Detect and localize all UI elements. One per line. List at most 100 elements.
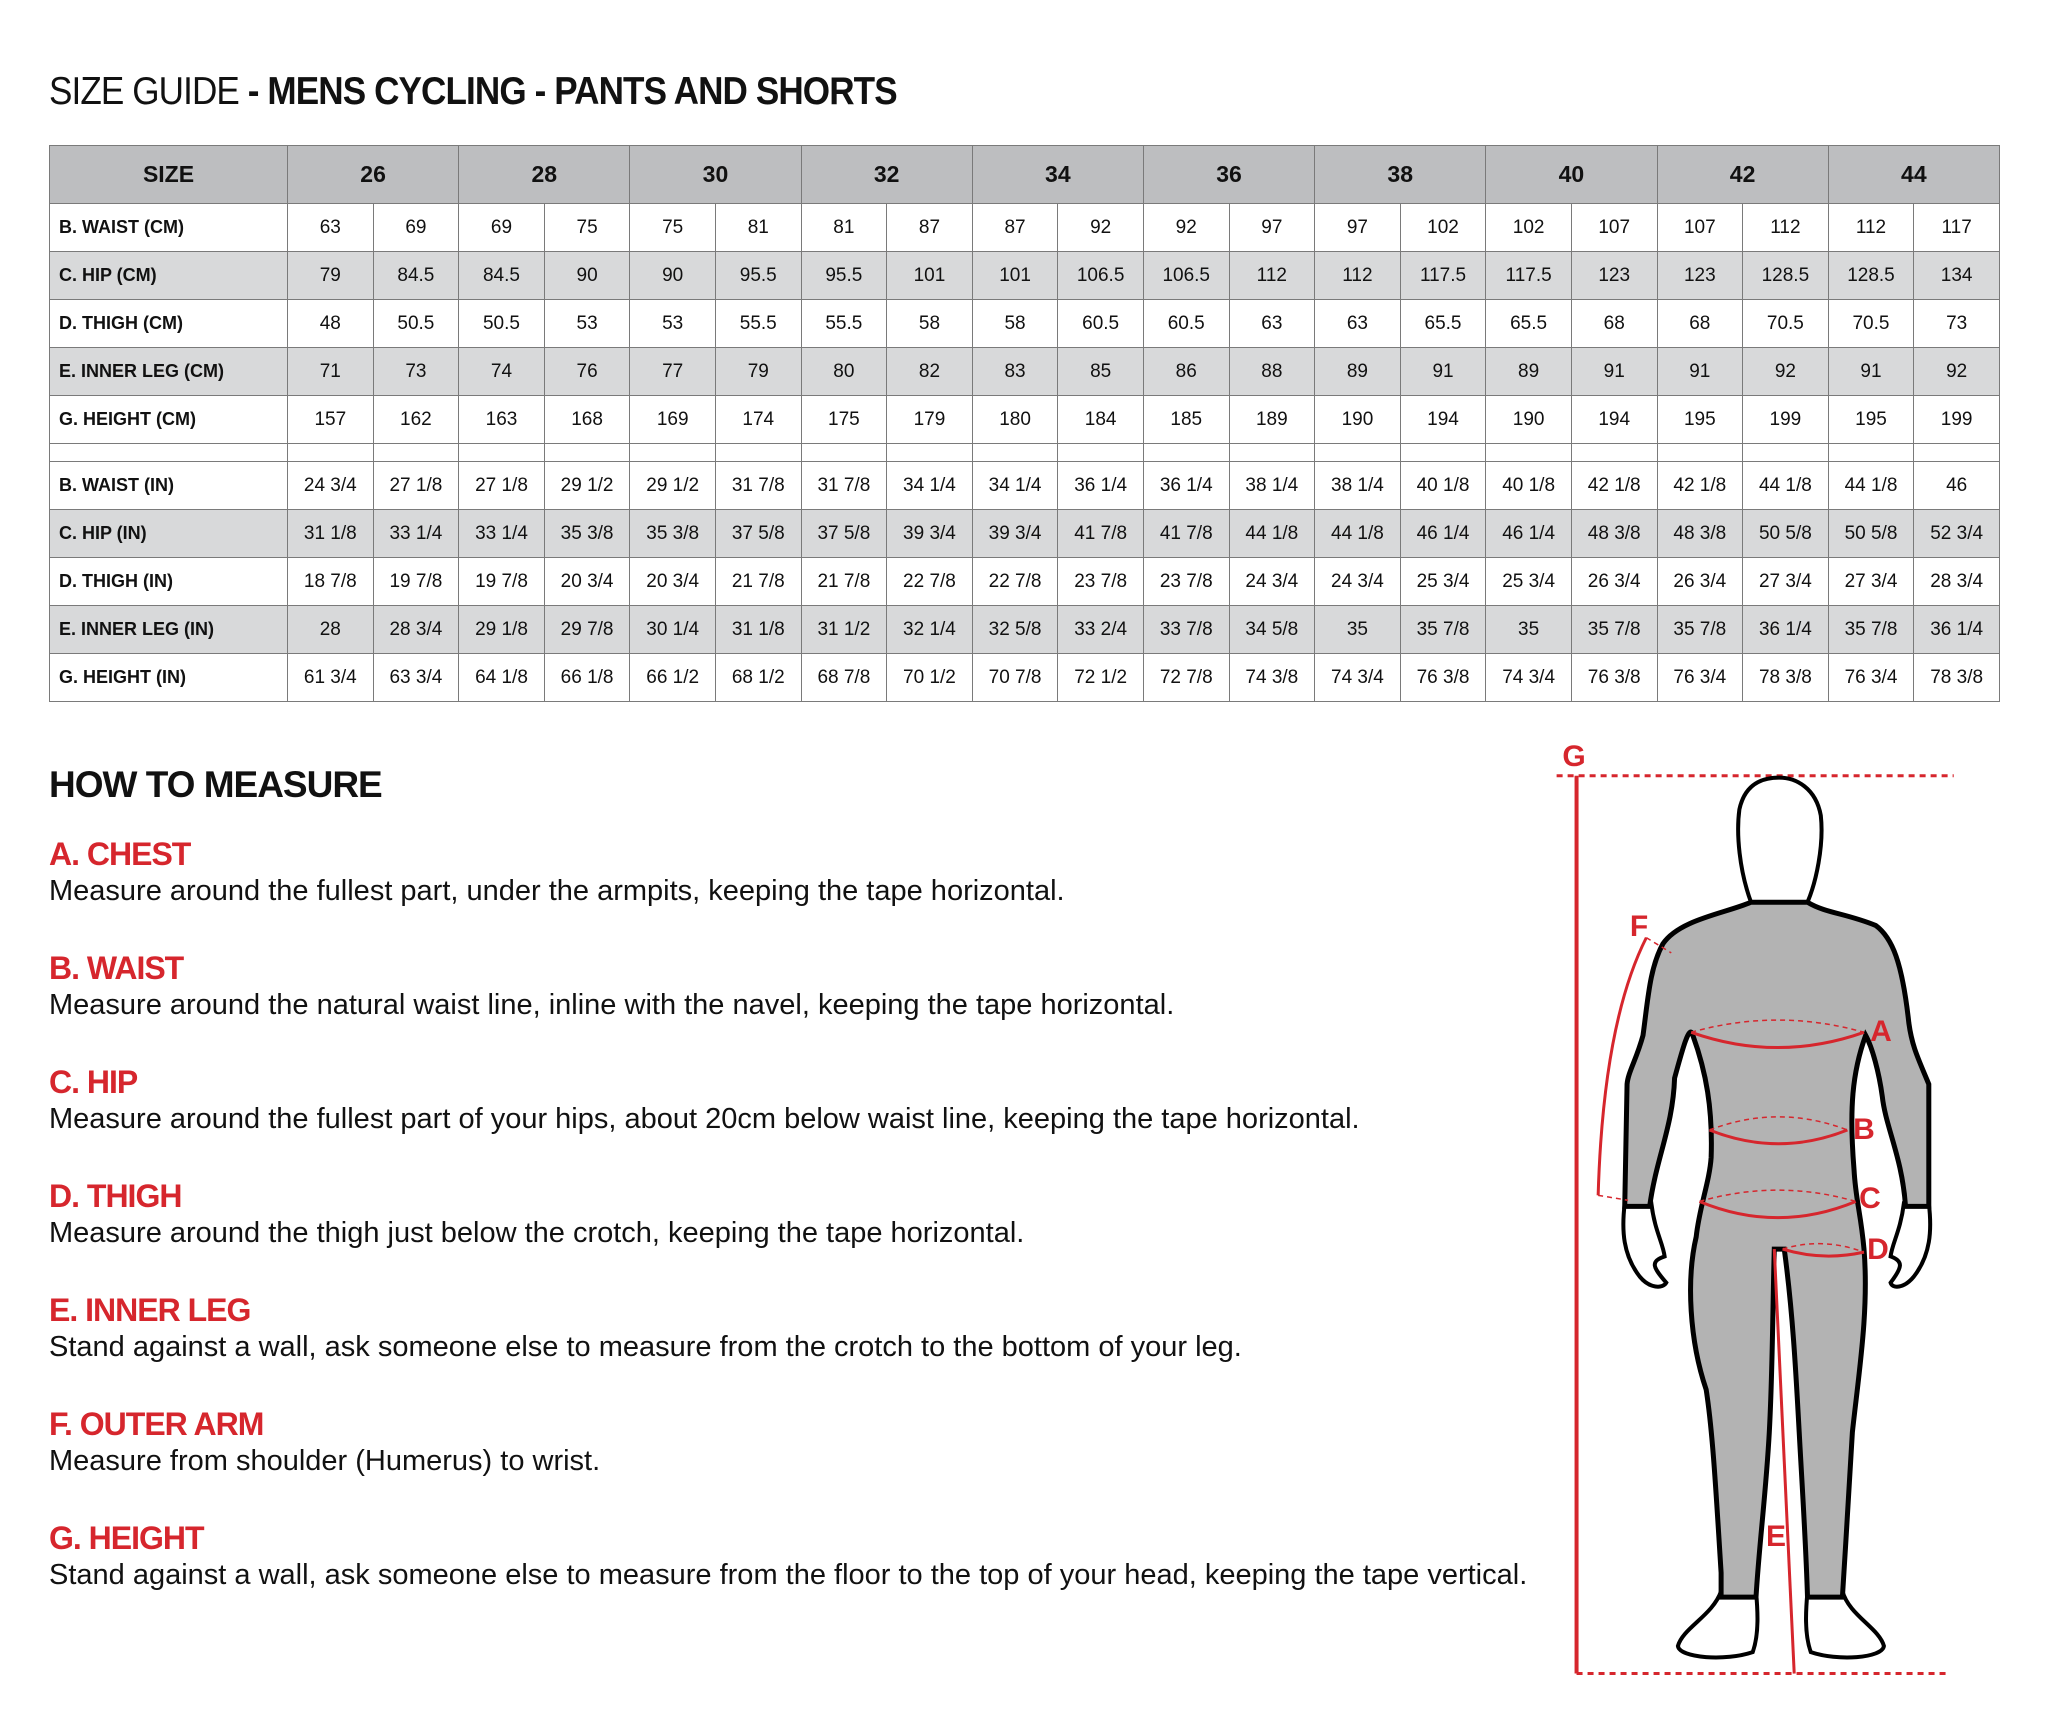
table-cell: 85 (1057, 347, 1144, 396)
table-cell: 35 3/8 (629, 509, 716, 558)
row-label: G. HEIGHT (IN) (49, 653, 288, 702)
table-cell: 70.5 (1827, 299, 1915, 348)
size-header-42: 42 (1656, 145, 1829, 204)
table-cell: 20 3/4 (629, 557, 716, 606)
table-cell: 77 (629, 347, 716, 396)
table-row: E. INNER LEG (CM) 71 73 74 76 77 79 80 82 83 85 86 8… (49, 347, 2000, 396)
table-cell: 101 (971, 251, 1059, 300)
spacer-cell (1913, 443, 2000, 462)
table-cell: 60.5 (1057, 299, 1144, 348)
table-cell: 31 7/8 (714, 461, 802, 510)
label-a: A (1870, 1015, 1892, 1048)
measure-item: B. WAIST Measure around the natural waist… (49, 950, 1529, 1064)
table-cell: 24 3/4 (1314, 557, 1401, 606)
table-cell: 24 3/4 (287, 461, 374, 510)
table-cell: 38 1/4 (1228, 461, 1316, 510)
size-header-28: 28 (458, 145, 631, 204)
table-cell: 194 (1399, 395, 1487, 444)
table-cell: 23 7/8 (1142, 557, 1230, 606)
table-cell: 66 1/2 (629, 653, 716, 702)
measure-item-title: C. HIP (49, 1064, 138, 1100)
table-cell: 48 3/8 (1656, 509, 1744, 558)
table-cell: 28 3/4 (1913, 557, 2000, 606)
table-cell: 128.5 (1742, 251, 1829, 300)
row-label: B. WAIST (IN) (49, 461, 288, 510)
table-cell: 195 (1827, 395, 1915, 444)
measure-item-title: G. HEIGHT (49, 1520, 205, 1556)
size-header-44: 44 (1827, 145, 2001, 204)
table-cell: 97 (1228, 203, 1316, 252)
right-foot (1806, 1591, 1884, 1657)
table-cell: 50.5 (372, 299, 460, 348)
table-cell: 33 7/8 (1142, 605, 1230, 654)
spacer-cell (458, 443, 545, 462)
table-cell: 68 (1656, 299, 1744, 348)
table-cell: 194 (1570, 395, 1658, 444)
table-cell: 91 (1399, 347, 1487, 396)
right-hand (1891, 1203, 1931, 1286)
table-cell: 84.5 (458, 251, 545, 300)
table-cell: 83 (971, 347, 1059, 396)
table-cell: 91 (1570, 347, 1658, 396)
table-cell: 25 3/4 (1485, 557, 1572, 606)
size-header-34: 34 (971, 145, 1144, 204)
table-cell: 112 (1742, 203, 1829, 252)
table-cell: 29 7/8 (543, 605, 631, 654)
table-cell: 95.5 (714, 251, 802, 300)
measure-item-text: Stand against a wall, ask someone else t… (49, 1559, 1528, 1591)
table-cell: 26 3/4 (1570, 557, 1658, 606)
table-cell: 169 (629, 395, 716, 444)
table-cell: 53 (629, 299, 716, 348)
spacer-cell (49, 443, 288, 462)
table-cell: 42 1/8 (1570, 461, 1658, 510)
table-cell: 42 1/8 (1656, 461, 1744, 510)
table-row: B. WAIST (CM) 63 69 69 75 75 81 81 87 87 92 92 97 97 1… (49, 203, 2000, 252)
table-cell: 44 1/8 (1314, 509, 1401, 558)
spacer-cell (800, 443, 888, 462)
table-cell: 63 (1228, 299, 1316, 348)
table-cell: 40 1/8 (1399, 461, 1487, 510)
table-cell: 86 (1142, 347, 1230, 396)
measure-item: C. HIP Measure around the fullest part of… (49, 1064, 1529, 1178)
table-cell: 39 3/4 (971, 509, 1059, 558)
table-cell: 180 (971, 395, 1059, 444)
table-cell: 69 (372, 203, 460, 252)
measure-item-title: B. WAIST (49, 950, 184, 986)
table-cell: 61 3/4 (287, 653, 374, 702)
table-cell: 37 5/8 (714, 509, 802, 558)
table-cell: 34 1/4 (886, 461, 973, 510)
table-cell: 55.5 (800, 299, 888, 348)
measure-item-text: Measure from shoulder (Humerus) to wrist… (49, 1445, 601, 1477)
table-cell: 76 3/8 (1399, 653, 1487, 702)
spacer-cell (1057, 443, 1144, 462)
row-label: D. THIGH (IN) (49, 557, 288, 606)
row-label: E. INNER LEG (CM) (49, 347, 288, 396)
size-header-row: SIZE 26 28 30 32 34 36 38 40 42 44 (49, 145, 2001, 204)
label-f: F (1629, 910, 1649, 943)
table-cell: 21 7/8 (714, 557, 802, 606)
left-hand (1623, 1203, 1666, 1286)
table-cell: 29 1/2 (543, 461, 631, 510)
table-cell: 58 (971, 299, 1059, 348)
table-cell: 92 (1742, 347, 1829, 396)
table-cell: 63 (287, 203, 374, 252)
table-cell: 46 1/4 (1485, 509, 1572, 558)
spacer-cell (1656, 443, 1744, 462)
size-header-26: 26 (286, 145, 460, 204)
table-cell: 34 1/4 (971, 461, 1059, 510)
hip-band (1700, 1201, 1856, 1217)
spacer-cell (629, 443, 716, 462)
spacer-cell (543, 443, 631, 462)
table-cell: 112 (1228, 251, 1316, 300)
table-cell: 128.5 (1827, 251, 1915, 300)
table-cell: 168 (543, 395, 631, 444)
table-cell: 72 1/2 (1057, 653, 1144, 702)
table-cell: 68 7/8 (800, 653, 888, 702)
table-cell: 78 3/8 (1742, 653, 1829, 702)
table-cell: 106.5 (1057, 251, 1144, 300)
table-cell: 87 (886, 203, 973, 252)
table-cell: 81 (800, 203, 888, 252)
table-cell: 21 7/8 (800, 557, 888, 606)
table-cell: 32 5/8 (971, 605, 1059, 654)
table-cell: 79 (714, 347, 802, 396)
